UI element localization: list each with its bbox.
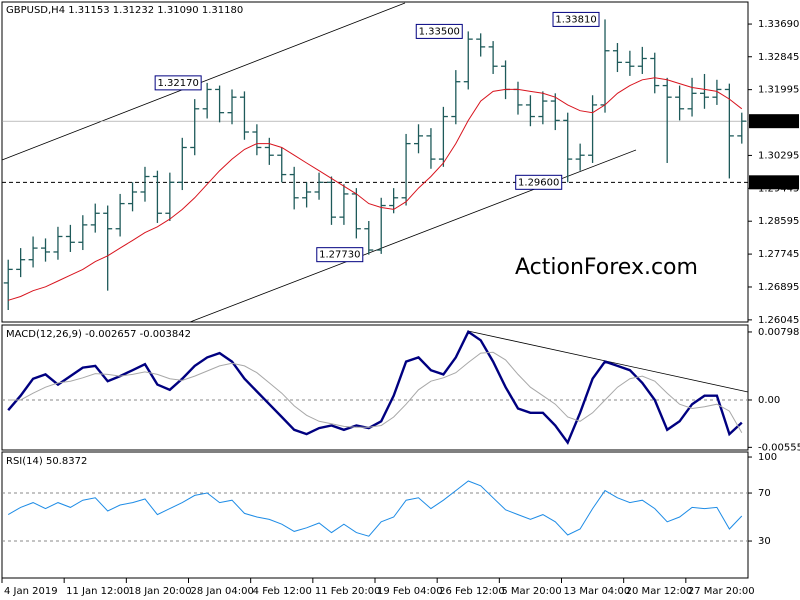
x-tick-label: 18 Jan 20:00 <box>128 586 191 597</box>
annotation-label: 1.27730 <box>319 250 360 261</box>
annotation-label: 1.32170 <box>157 78 198 89</box>
y-tick-label: 100 <box>758 452 777 463</box>
y-tick-label: 1.32845 <box>758 52 799 63</box>
y-tick-label: 30 <box>758 536 771 547</box>
level-label-box <box>749 175 799 190</box>
y-tick-label: 70 <box>758 488 771 499</box>
x-tick-label: 4 Feb 12:00 <box>253 586 312 597</box>
annotation-box <box>154 75 202 91</box>
x-tick-label: 11 Feb 20:00 <box>315 586 381 597</box>
x-tick-label: 28 Jan 04:00 <box>191 586 254 597</box>
x-tick-label: 20 Mar 12:00 <box>626 586 693 597</box>
annotation-box <box>316 247 364 263</box>
y-tick-label: 1.28595 <box>758 216 799 227</box>
level-label: 1.29600 <box>756 177 797 188</box>
macd-panel <box>1 324 749 451</box>
y-tick-label: 0.007983 <box>758 327 800 338</box>
annotation-label: 1.33810 <box>555 14 596 25</box>
x-tick-label: 11 Jan 12:00 <box>66 586 129 597</box>
y-tick-label: 1.30295 <box>758 150 799 161</box>
series-line <box>7 480 743 537</box>
y-tick-label: 1.33690 <box>758 19 799 30</box>
y-tick-label: 1.26895 <box>758 282 799 293</box>
panel-title: MACD(12,26,9) -0.002657 -0.003842 <box>6 329 191 340</box>
x-tick-label: 5 Mar 20:00 <box>501 586 561 597</box>
annotation-box <box>415 23 463 39</box>
panel-title: GBPUSD,H4 1.31153 1.31232 1.31090 1.3118… <box>6 5 243 16</box>
y-tick-label: 0.00 <box>758 395 780 406</box>
x-tick-label: 27 Mar 20:00 <box>688 586 755 597</box>
x-tick-label: 4 Jan 2019 <box>4 586 58 597</box>
y-tick-label: 1.31995 <box>758 85 799 96</box>
y-tick-label: 1.27745 <box>758 249 799 260</box>
annotation-box <box>552 11 600 27</box>
series-line <box>8 351 743 433</box>
annotation-box <box>515 174 563 190</box>
channel-upper <box>1 2 406 161</box>
x-tick-label: 13 Mar 04:00 <box>564 586 631 597</box>
x-tick-label: 19 Feb 04:00 <box>377 586 443 597</box>
y-tick-label: 1.26045 <box>758 315 799 326</box>
panel-title: RSI(14) 50.8372 <box>6 456 87 467</box>
last-price-label: 1.31180 <box>756 116 797 127</box>
annotation-label: 1.33500 <box>419 26 460 37</box>
annotation-label: 1.29600 <box>518 177 559 188</box>
x-tick-label: 26 Feb 12:00 <box>439 586 505 597</box>
moving-average <box>8 77 743 301</box>
price-panel <box>1 1 749 323</box>
last-price-box <box>749 114 799 129</box>
y-tick-label: -0.005559 <box>758 442 800 453</box>
watermark: ActionForex.com <box>515 255 698 280</box>
series-line <box>7 330 743 446</box>
